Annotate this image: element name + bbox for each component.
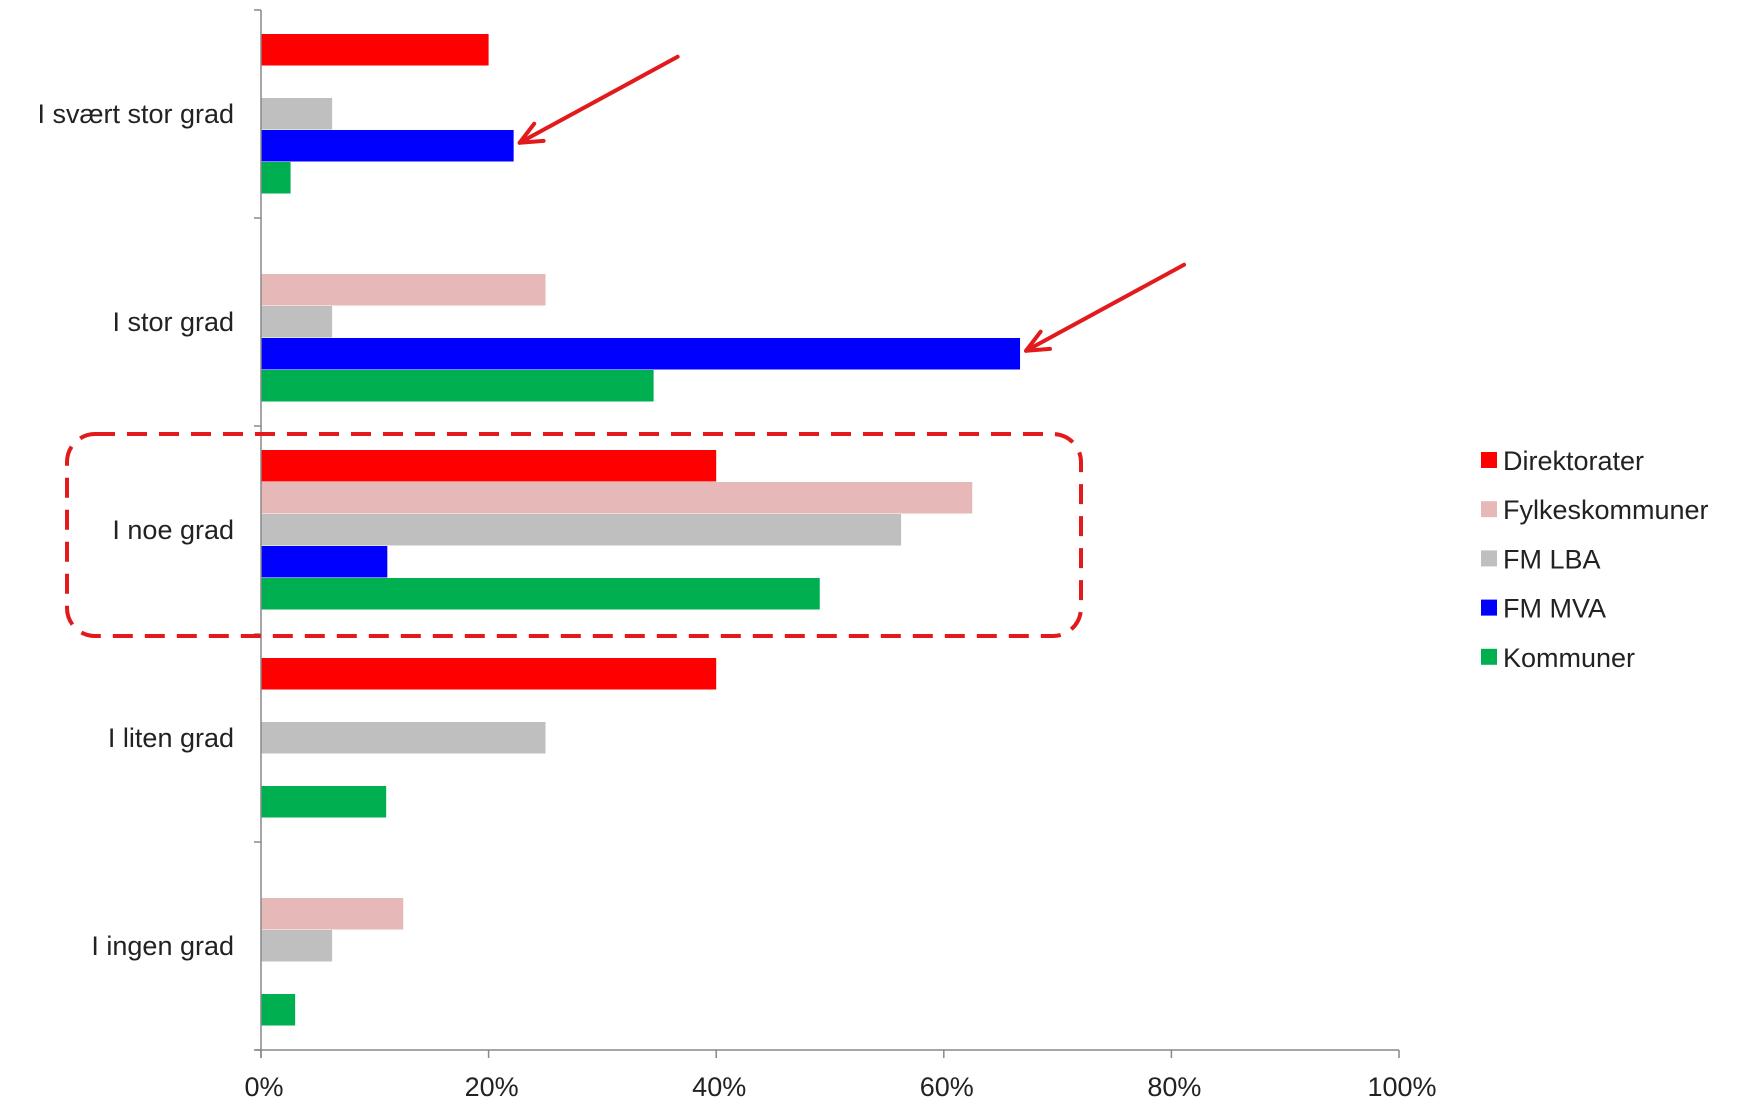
bar-i-liten-grad-kommuner <box>261 786 387 818</box>
tick-group: 0% 20% 40% 60% 80% 100% <box>244 9 1437 1102</box>
axes <box>255 10 1399 1058</box>
bar-i-noe-grad-fm-lba <box>261 514 902 546</box>
bar-i-noe-grad-fm-mva <box>261 546 388 578</box>
annotation-dashed-box <box>65 432 1083 638</box>
bar-i-ingen-grad-kommuner <box>261 994 296 1026</box>
annotation-arrow-line <box>1024 262 1187 353</box>
bar-group <box>261 34 1021 1026</box>
legend-label-direktorater: Direktorater <box>1503 446 1644 476</box>
legend-swatch-fylkeskommuner <box>1481 501 1497 518</box>
annotation-arrow-head <box>1024 329 1052 353</box>
bar-i-stor-grad-fm-lba <box>261 306 333 338</box>
bar-i-stor-grad-kommuner <box>261 370 654 402</box>
annotation-arrow-head <box>517 121 546 145</box>
legend-swatch-direktorater <box>1481 452 1497 468</box>
bar-i-ingen-grad-fylkeskommuner <box>261 898 404 930</box>
bar-i-stor-grad-fm-mva <box>261 338 1021 370</box>
bar-i-noe-grad-direktorater <box>261 450 717 482</box>
x-tick-label: 80% <box>1147 1072 1201 1102</box>
legend-label-fylkeskommuner: Fylkeskommuner <box>1503 495 1709 525</box>
bar-i-sv-rt-stor-grad-direktorater <box>261 34 489 66</box>
legend-swatch-kommuner <box>1481 648 1497 665</box>
bar-i-sv-rt-stor-grad-kommuner <box>261 162 291 194</box>
x-tick-label: 60% <box>920 1072 974 1102</box>
bar-i-sv-rt-stor-grad-fm-lba <box>261 98 333 130</box>
legend-swatch-fm-mva <box>1481 599 1497 616</box>
x-tick-label: 0% <box>244 1072 283 1102</box>
annotation-arrow-line <box>517 54 680 145</box>
category-labels: I svært stor grad I stor grad I noe grad I … <box>37 99 234 961</box>
bar-i-noe-grad-fylkeskommuner <box>261 482 973 514</box>
legend: Direktorater Fylkeskommuner FM LBA FM MVA Ko… <box>1481 446 1709 673</box>
annotations <box>65 54 1187 638</box>
bar-i-sv-rt-stor-grad-fm-mva <box>261 130 514 162</box>
bar-i-liten-grad-fm-lba <box>261 722 546 754</box>
bar-i-noe-grad-kommuner <box>261 578 820 610</box>
legend-label-fm-lba: FM LBA <box>1503 544 1601 574</box>
category-label-i-liten-grad: I liten grad <box>108 723 234 753</box>
category-label-i-stor-grad: I stor grad <box>112 307 234 337</box>
legend-label-fm-mva: FM MVA <box>1503 594 1606 624</box>
x-tick-label: 100% <box>1367 1072 1436 1102</box>
category-label-i-noe-grad: I noe grad <box>112 515 234 545</box>
category-label-i-sv-rt-stor-grad: I svært stor grad <box>37 99 234 129</box>
bar-i-stor-grad-fylkeskommuner <box>261 274 546 306</box>
bar-i-liten-grad-direktorater <box>261 658 717 690</box>
bar-i-ingen-grad-fm-lba <box>261 930 333 962</box>
x-tick-label: 40% <box>692 1072 746 1102</box>
legend-label-kommuner: Kommuner <box>1503 643 1635 673</box>
category-label-i-ingen-grad: I ingen grad <box>91 931 234 961</box>
legend-swatch-fm-lba <box>1481 550 1497 567</box>
x-tick-label: 20% <box>465 1072 519 1102</box>
